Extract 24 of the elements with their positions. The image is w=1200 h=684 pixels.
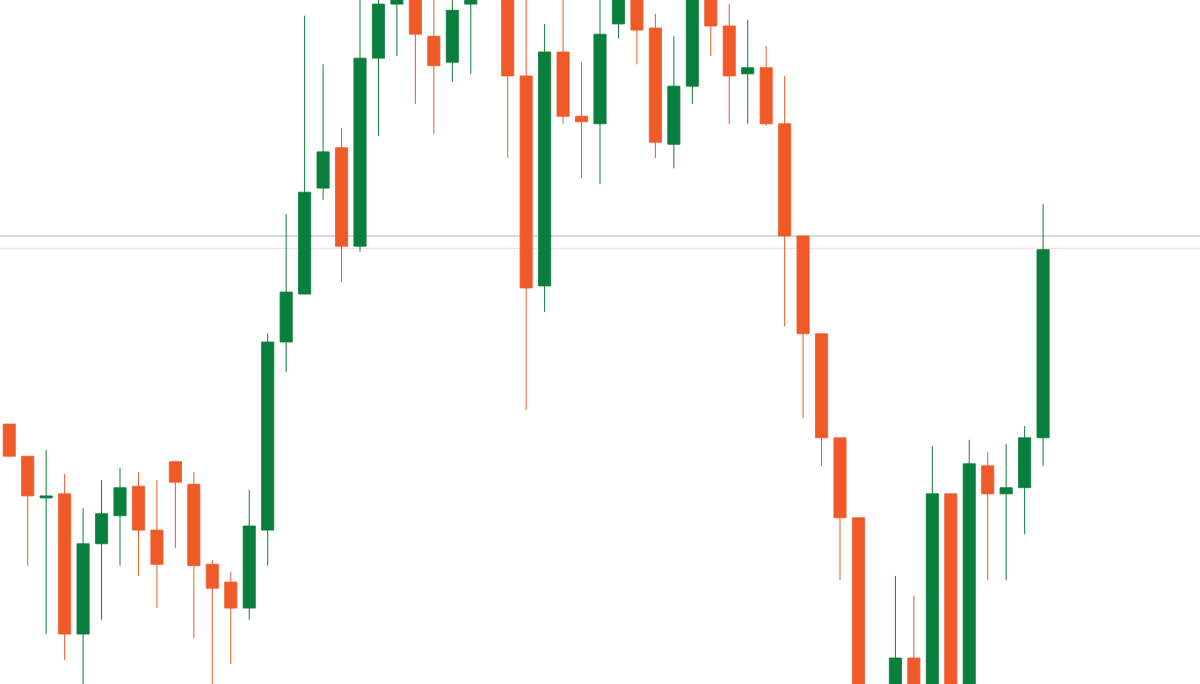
candlestick [316, 63, 330, 201]
candlestick [575, 61, 589, 179]
candlestick [630, 0, 644, 65]
candlestick [464, 0, 478, 75]
candlestick [95, 479, 109, 621]
candlestick [741, 19, 755, 125]
candlestick [131, 471, 145, 577]
candlestick [981, 451, 995, 581]
candlestick [39, 449, 53, 635]
candlestick [427, 0, 441, 135]
candlestick [611, 0, 625, 39]
candlestick [2, 423, 16, 457]
candlestick [888, 575, 902, 684]
candlestick [113, 467, 127, 567]
candlestick [21, 455, 35, 567]
candlestick [999, 443, 1013, 581]
candlestick [150, 479, 164, 609]
candlestick [390, 0, 404, 57]
candlestick [168, 461, 182, 549]
candlestick [408, 0, 422, 105]
candlestick [907, 595, 921, 684]
candlestick [224, 571, 238, 665]
candlestick [704, 0, 718, 57]
candlestick [205, 559, 219, 684]
